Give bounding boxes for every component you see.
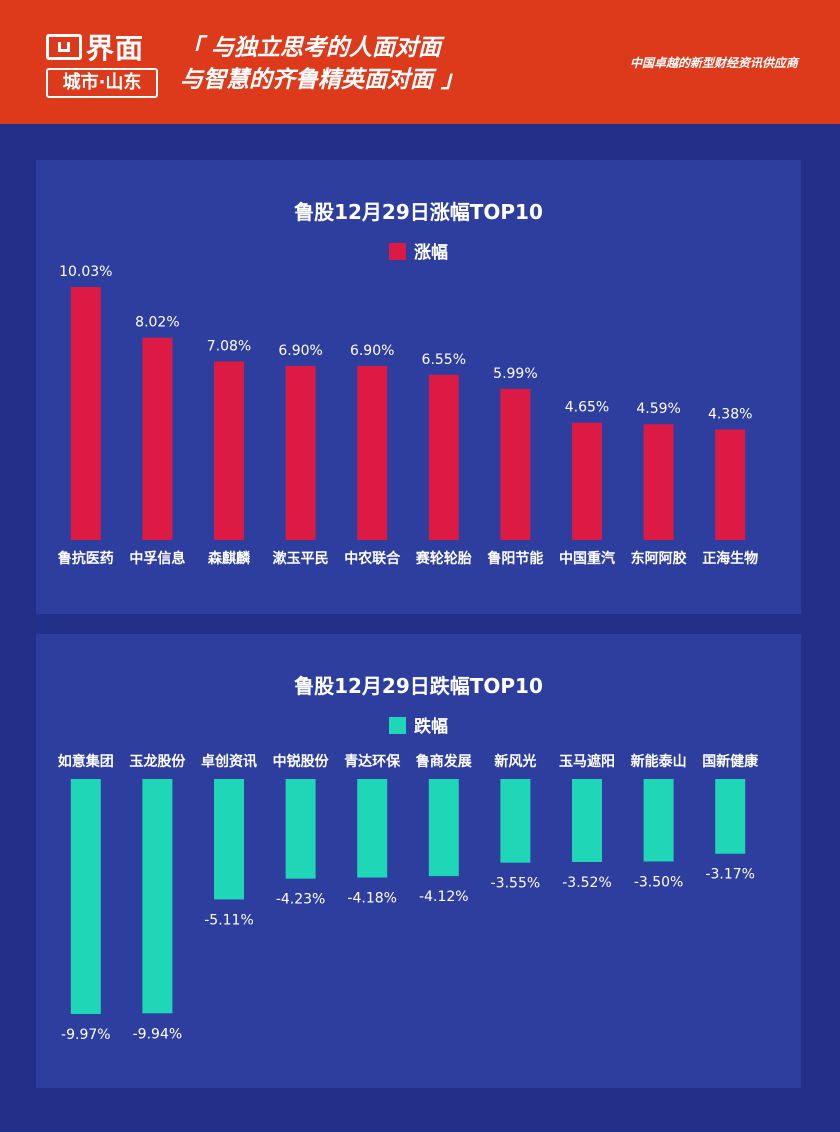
slogan-line-1: 「 与独立思考的人面对面 [180,35,442,61]
bar [214,361,244,540]
data-label: 4.38% [708,407,752,423]
category-label: 中农联合 [344,550,401,567]
legend-label: 涨幅 [414,243,448,263]
bar [428,374,459,540]
category-label: 新风光 [494,753,536,770]
bar [500,779,531,863]
category-label: 卓创资讯 [201,753,257,770]
category-label: 新能泰山 [631,753,687,770]
category-label: 中孚信息 [129,550,185,567]
data-label: -4.23% [276,892,326,908]
bar [214,779,244,900]
bar [572,779,602,862]
category-label: 东阿阿胶 [631,550,687,567]
data-label: 6.55% [422,352,466,368]
legend-swatch [389,717,406,734]
slogan-line-2: 与智慧的齐鲁精英面对面 」 [180,67,465,93]
data-label: -4.18% [347,891,397,907]
losers-bar-chart: -9.97% 如意集团 -9.94% 玉龙股份 -5.11% 卓创资讯 -4.23% 中锐股份… [58,753,759,1043]
category-label: 玉龙股份 [129,753,186,770]
bar [643,779,674,862]
bar [70,287,101,540]
data-label: -3.52% [562,875,612,891]
bar [285,779,316,879]
tagline: 中国卓越的新型财经资讯供应商 [629,56,798,70]
logo-text: 界面 [86,32,145,65]
data-label: 8.02% [135,315,179,331]
category-label: 森麒麟 [208,550,251,567]
bar [357,365,388,540]
chart-legend: 跌幅 [36,712,801,737]
data-label: -3.17% [705,867,755,883]
bar [715,429,746,540]
legend-label: 跌幅 [414,717,448,737]
data-label: 6.90% [278,343,322,359]
header-banner: 界面 城市·山东 「 与独立思考的人面对面 与智慧的齐鲁精英面对面 」 中国卓越… [0,0,840,124]
chart-title: 鲁股12月29日跌幅TOP10 [294,674,543,698]
gainers-panel: 鲁股12月29日涨幅TOP10 涨幅 10.03% 鲁抗医药 8.02% 中孚信息 7.… [36,160,801,614]
chart-legend: 涨幅 [36,238,801,263]
category-label: 漱玉平民 [273,550,329,567]
bar [572,422,602,540]
logo-subtitle: 城市·山东 [46,68,158,98]
brand-logo: 界面 [46,30,160,65]
bar [285,365,316,540]
data-label: -3.50% [634,874,684,890]
category-label: 鲁商发展 [415,753,472,770]
data-label: -9.97% [61,1027,111,1043]
losers-panel: 鲁股12月29日跌幅TOP10 跌幅 -9.97% 如意集团 -9.94% 玉龙股份 -… [36,634,801,1088]
bar [142,779,173,1014]
bar [357,779,388,878]
category-label: 如意集团 [58,753,114,770]
logo-frame-icon [46,34,82,60]
data-label: 4.65% [565,400,609,416]
data-label: 10.03% [59,264,112,280]
data-label: -9.94% [133,1026,183,1042]
bar [643,424,674,540]
bar [70,779,101,1014]
category-label: 中锐股份 [273,753,330,770]
data-label: 7.08% [207,338,251,354]
chart-title: 鲁股12月29日涨幅TOP10 [294,200,543,224]
category-label: 青达环保 [344,753,401,770]
category-label: 鲁抗医药 [57,550,114,567]
category-label: 中国重汽 [559,550,615,567]
bar [500,388,531,540]
bar [715,779,746,854]
data-label: -3.55% [491,876,541,892]
data-label: 6.90% [350,343,394,359]
data-label: 5.99% [493,366,537,382]
data-label: -5.11% [204,912,254,928]
category-label: 正海生物 [702,550,758,567]
bar [142,337,173,540]
footer-strip [0,1108,840,1132]
category-label: 赛轮轮胎 [415,550,472,567]
bar [428,779,459,877]
gainers-bar-chart: 10.03% 鲁抗医药 8.02% 中孚信息 7.08% 森麒麟 6.90% 漱玉平民 6.90… [57,264,758,567]
data-label: -4.12% [419,889,469,905]
data-label: 4.59% [636,401,680,417]
slogan: 「 与独立思考的人面对面 与智慧的齐鲁精英面对面 」 [180,32,464,96]
category-label: 国新健康 [702,753,759,770]
category-label: 鲁阳节能 [486,550,543,567]
category-label: 玉马遮阳 [559,753,615,770]
legend-swatch [389,243,406,260]
